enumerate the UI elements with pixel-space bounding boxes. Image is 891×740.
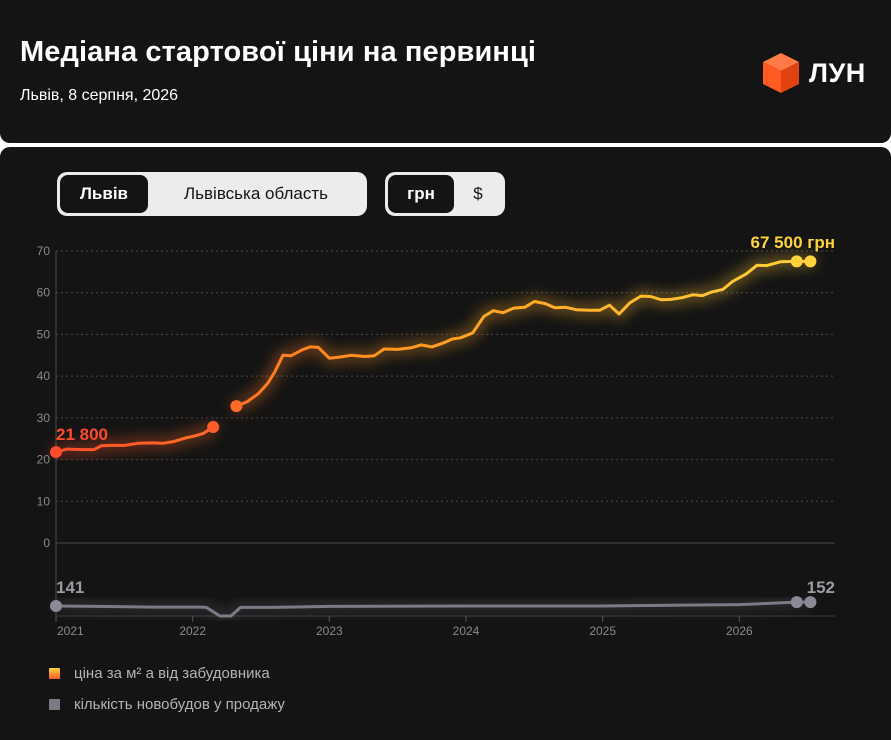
price-line-glow <box>231 256 816 412</box>
price-point <box>230 400 243 413</box>
legend-price: ціна за м² а від забудовника <box>49 665 270 682</box>
price-line <box>54 425 215 454</box>
count-point <box>790 596 803 609</box>
y-tick-label: 0 <box>43 536 50 550</box>
count-point <box>50 600 62 612</box>
price-point <box>207 421 220 434</box>
data-labels: 21 800 67 500 грн 141 152 <box>56 233 835 597</box>
region-option-lviv[interactable]: Львів <box>60 175 148 213</box>
x-tick-label: 2026 <box>726 624 753 638</box>
x-tick-label: 2025 <box>589 624 616 638</box>
y-tick-label: 20 <box>37 453 51 467</box>
header-card: Медіана стартової ціни на первинці Львів… <box>0 0 891 143</box>
x-tick-label: 2021 <box>57 624 84 638</box>
count-series <box>50 596 817 620</box>
price-end-label: 67 500 грн <box>751 233 835 252</box>
y-tick-label: 70 <box>37 244 51 258</box>
y-tick-label: 10 <box>37 494 51 508</box>
lun-logo-icon <box>763 53 799 93</box>
y-tick-label: 40 <box>37 369 51 383</box>
x-tick-label: 2024 <box>453 624 480 638</box>
y-tick-label: 30 <box>37 411 51 425</box>
legend-count: кількість новобудов у продажу <box>49 696 285 713</box>
price-point <box>50 446 62 459</box>
count-end-label: 152 <box>807 578 835 597</box>
region-option-lviv-oblast[interactable]: Львівська область <box>184 184 328 203</box>
count-start-label: 141 <box>56 578 84 597</box>
count-point <box>804 596 817 609</box>
legend-count-swatch <box>49 699 60 710</box>
page-title: Медіана стартової ціни на первинці <box>20 36 537 68</box>
y-axis-ticks: 0 10 20 30 40 50 60 70 <box>37 244 51 550</box>
legend-count-label: кількість новобудов у продажу <box>74 696 285 713</box>
price-point <box>804 255 817 268</box>
price-series <box>50 255 817 459</box>
price-point <box>790 255 803 268</box>
x-axis-ticks: 2021 2022 2023 2024 2025 2026 <box>55 616 753 638</box>
x-tick-label: 2023 <box>316 624 343 638</box>
y-tick-label: 50 <box>37 327 51 341</box>
currency-option-uah[interactable]: грн <box>388 175 454 213</box>
currency-toggle: грн $ <box>385 172 505 216</box>
region-toggle: Львів Львівська область <box>57 172 367 216</box>
page-subtitle: Львів, 8 серпня, 2026 <box>20 87 179 104</box>
y-tick-label: 60 <box>37 286 51 300</box>
currency-option-usd[interactable]: $ <box>473 184 483 203</box>
logo-text: ЛУН <box>809 58 866 88</box>
x-tick-label: 2022 <box>179 624 206 638</box>
count-line <box>55 600 811 618</box>
legend-price-label: ціна за м² а від забудовника <box>74 665 270 682</box>
chart-grid <box>55 250 835 622</box>
price-line <box>234 259 812 408</box>
price-start-label: 21 800 <box>56 425 108 444</box>
legend-price-swatch <box>49 668 60 679</box>
